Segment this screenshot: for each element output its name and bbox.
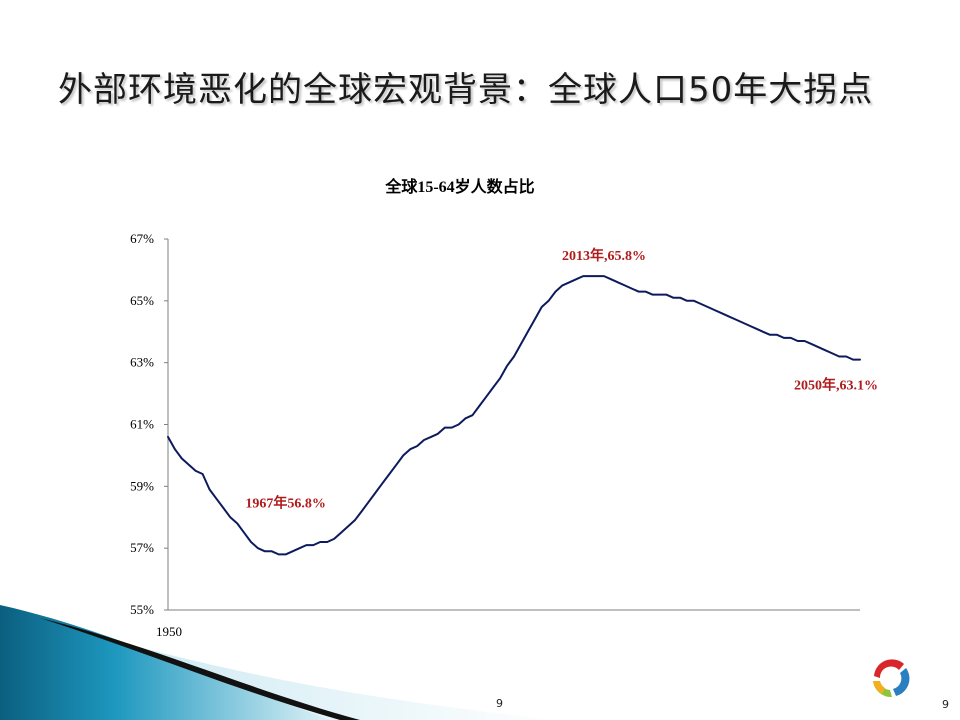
y-tick-label: 59%	[130, 478, 154, 493]
chart-title: 全球15-64岁人数占比	[385, 179, 535, 196]
page-number-center: 9	[496, 697, 503, 710]
company-logo-icon	[873, 659, 910, 698]
data-annotation: 2050年,63.1%	[794, 377, 878, 394]
y-tick-label: 55%	[130, 602, 154, 617]
y-tick-label: 61%	[130, 417, 154, 432]
x-tick-label: 1950	[156, 624, 182, 639]
data-annotation: 1967年56.8%	[245, 494, 326, 511]
slide-title: 外部环境恶化的全球宏观背景：全球人口50年大拐点	[58, 70, 874, 110]
y-tick-label: 57%	[130, 540, 154, 555]
series-line	[167, 275, 861, 556]
page-number-right: 9	[942, 698, 949, 711]
data-annotation: 2013年,65.8%	[562, 247, 646, 264]
y-tick-label: 63%	[130, 355, 154, 370]
y-tick-label: 65%	[130, 293, 154, 308]
y-tick-label: 67%	[130, 231, 154, 246]
